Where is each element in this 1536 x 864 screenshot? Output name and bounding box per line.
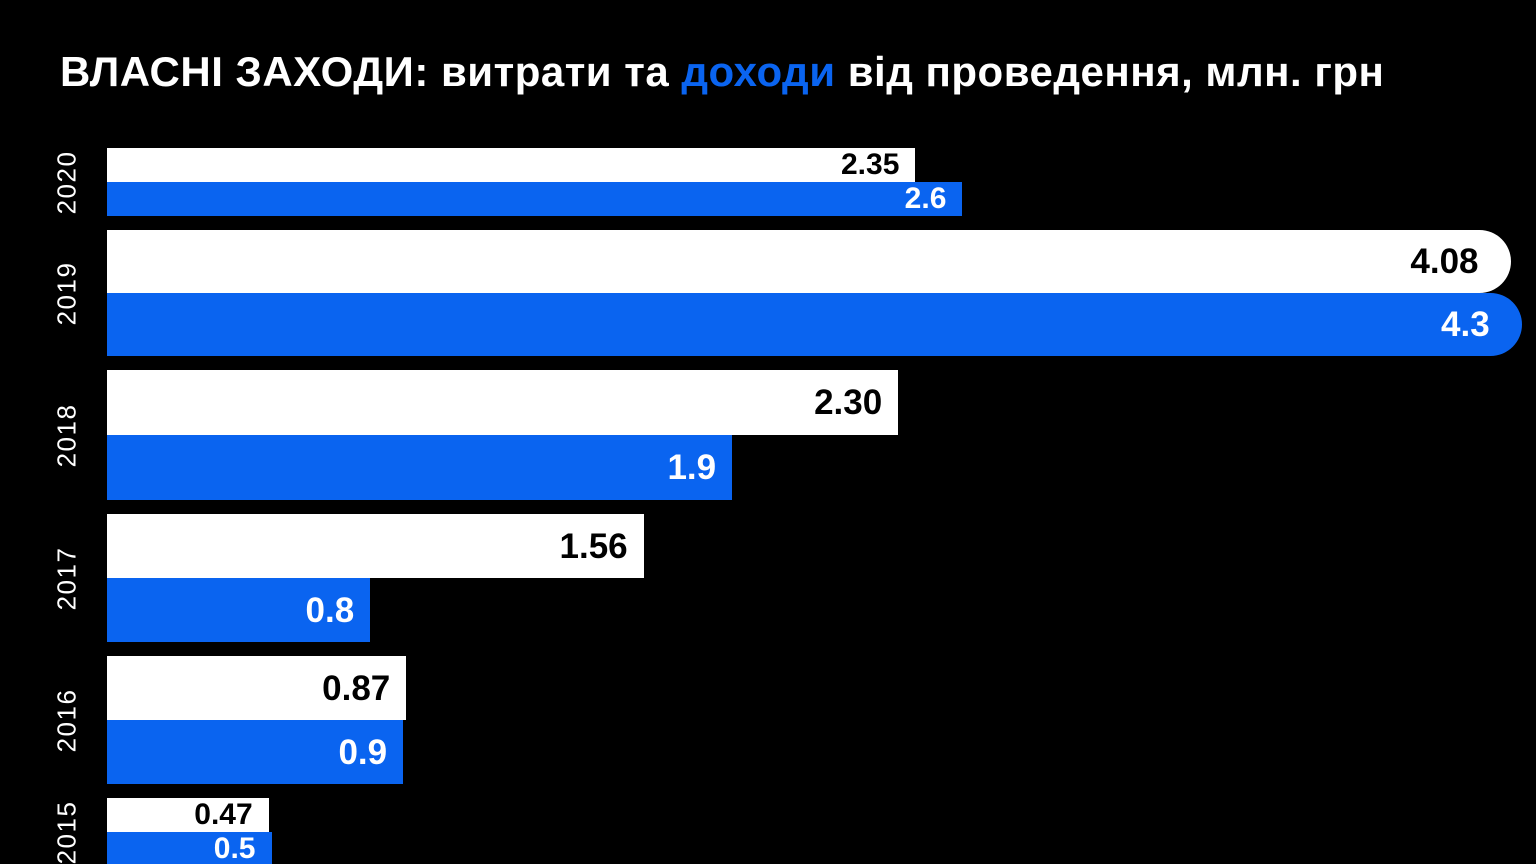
expenses-bar: 0.47 xyxy=(107,798,269,832)
bar-value-label: 2.6 xyxy=(904,182,947,215)
year-axis-label: 2019 xyxy=(51,261,82,325)
income-bar: 4.3 xyxy=(107,293,1522,356)
chart-row: 2018 2.30 1.9 xyxy=(52,370,1536,500)
chart-row: 2015 0.47 0.5 xyxy=(52,798,1536,864)
expenses-bar: 2.35 xyxy=(107,148,916,182)
chart-row: 2019 4.08 4.3 xyxy=(52,230,1536,356)
bar-value-label: 1.9 xyxy=(667,448,717,487)
income-bar: 2.6 xyxy=(107,182,963,216)
bar-value-label: 0.9 xyxy=(338,732,388,772)
expenses-bar: 1.56 xyxy=(107,514,644,578)
expenses-bar: 0.87 xyxy=(107,656,407,720)
chart-row: 2017 1.56 0.8 xyxy=(52,514,1536,642)
bar-value-label: 4.3 xyxy=(1441,305,1490,344)
year-axis-label: 2018 xyxy=(51,403,82,467)
chart-row: 2020 2.35 2.6 xyxy=(52,148,1536,216)
income-bar: 1.9 xyxy=(107,435,733,500)
chart: 2020 2.35 2.6 2019 4.08 4.3 2018 2.30 1.9 2017 1.5… xyxy=(52,148,1536,864)
chart-row: 2016 0.87 0.9 xyxy=(52,656,1536,784)
bar-value-label: 2.30 xyxy=(814,383,883,422)
income-bar: 0.8 xyxy=(107,578,371,642)
year-axis-label: 2020 xyxy=(51,150,82,214)
bar-value-label: 0.47 xyxy=(194,798,253,831)
chart-title-prefix: ВЛАСНІ ЗАХОДИ: витрати та xyxy=(60,48,682,95)
year-axis-label: 2015 xyxy=(51,800,82,864)
bar-value-label: 1.56 xyxy=(559,526,628,566)
bar-value-label: 4.08 xyxy=(1410,242,1479,281)
income-bar: 0.9 xyxy=(107,720,404,784)
year-axis-label: 2017 xyxy=(51,546,82,610)
bar-value-label: 0.8 xyxy=(305,590,355,630)
bar-value-label: 0.5 xyxy=(213,832,256,864)
chart-title-suffix: від проведення, млн. грн xyxy=(835,48,1385,95)
bar-value-label: 2.35 xyxy=(841,148,900,181)
chart-title-highlight: доходи xyxy=(681,48,836,95)
chart-title: ВЛАСНІ ЗАХОДИ: витрати та доходи від про… xyxy=(60,48,1384,96)
expenses-bar: 4.08 xyxy=(107,230,1511,293)
income-bar: 0.5 xyxy=(107,832,272,864)
year-axis-label: 2016 xyxy=(51,688,82,752)
expenses-bar: 2.30 xyxy=(107,370,899,435)
bar-value-label: 0.87 xyxy=(322,668,391,708)
